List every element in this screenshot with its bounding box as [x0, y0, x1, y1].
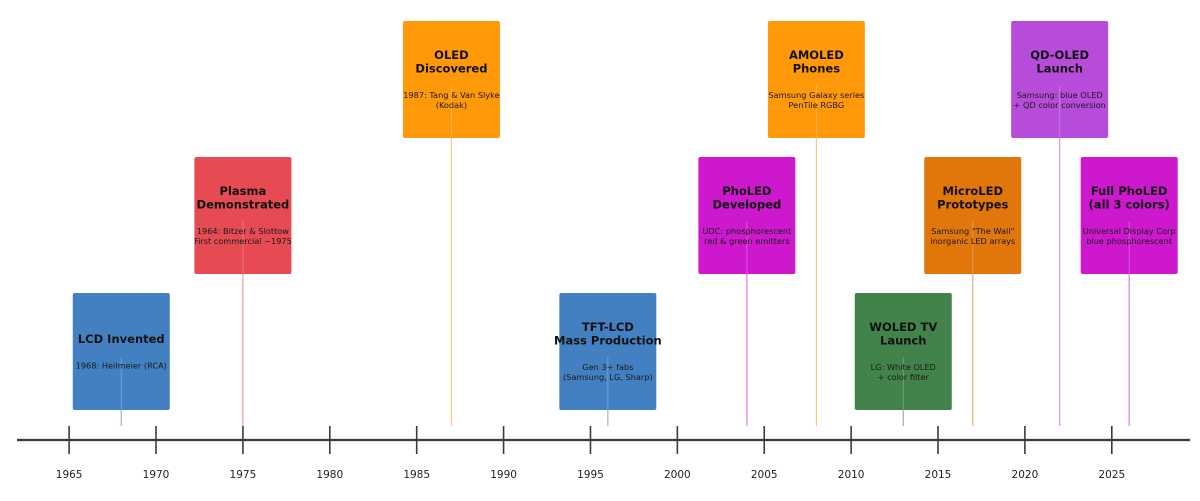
event-box	[698, 157, 796, 274]
event-title: Developed	[712, 198, 781, 212]
event-description: 1964: Bitzer & Slottow	[197, 226, 290, 236]
event-title: Phones	[793, 62, 841, 76]
event-box	[767, 21, 865, 138]
tick-label: 1970	[143, 469, 170, 481]
event-box	[1080, 157, 1178, 274]
event-title: Plasma	[220, 184, 267, 198]
tick-label: 1975	[230, 469, 257, 481]
event-title: Launch	[880, 334, 926, 348]
event-full-pholed: Full PhoLED(all 3 colors) Universal Displ…	[1080, 157, 1178, 274]
event-description: (Samsung, LG, Sharp)	[563, 372, 653, 382]
event-description: Samsung "The Wall"	[931, 226, 1014, 236]
tick-label: 1995	[577, 469, 604, 481]
event-description: PenTile RGBG	[789, 100, 845, 110]
tick-label: 1985	[403, 469, 430, 481]
event-title: LCD Invented	[78, 332, 165, 346]
event-title: MicroLED	[943, 184, 1004, 198]
event-description: red & green emitters	[704, 236, 790, 246]
event-title: Launch	[1036, 62, 1082, 76]
event-title: WOLED TV	[869, 320, 937, 334]
event-description: blue phosphorescent	[1086, 236, 1173, 246]
event-box	[402, 21, 500, 138]
event-title: Demonstrated	[197, 198, 290, 212]
event-description: + color filter	[878, 372, 930, 382]
event-title: Mass Production	[554, 334, 662, 348]
tick-label: 2015	[925, 469, 952, 481]
tick-label: 1990	[490, 469, 517, 481]
event-description: Universal Display Corp	[1083, 226, 1176, 236]
connector-lines	[120, 138, 1130, 426]
event-title: QD-OLED	[1030, 48, 1089, 62]
tick-label: 2010	[838, 469, 865, 481]
event-description: Samsung Galaxy series	[768, 90, 864, 100]
tick-label: 2000	[664, 469, 691, 481]
event-description: inorganic LED arrays	[930, 236, 1015, 246]
event-description: Samsung: blue OLED	[1017, 90, 1103, 100]
event-box	[559, 293, 657, 410]
event-title: (all 3 colors)	[1089, 198, 1170, 212]
event-description: First commercial ~1975	[194, 236, 292, 246]
event-title: PhoLED	[722, 184, 771, 198]
event-title: Discovered	[415, 62, 487, 76]
event-description: LG: White OLED	[871, 362, 936, 372]
event-lcd-invented: LCD Invented 1968: Heilmeier (RCA)	[72, 293, 170, 410]
event-title: Prototypes	[937, 198, 1008, 212]
event-box	[924, 157, 1022, 274]
event-description: UDC: phosphorescent	[702, 226, 792, 236]
event-box	[1011, 21, 1109, 138]
event-description: Gen 3+ fabs	[582, 362, 633, 372]
tick-label: 2025	[1098, 469, 1125, 481]
timeline-axis: 1965 1970 1975 1980 1985 1990 1995 2000 2005 2010…	[17, 426, 1190, 481]
event-title: AMOLED	[789, 48, 844, 62]
event-description: 1968: Heilmeier (RCA)	[76, 360, 167, 370]
event-box	[854, 293, 952, 410]
event-description: (Kodak)	[436, 100, 467, 110]
event-description: + QD color conversion	[1014, 100, 1106, 110]
event-title: OLED	[434, 48, 469, 62]
event-box	[194, 157, 292, 274]
event-title: TFT-LCD	[582, 320, 634, 334]
event-description: 1987: Tang & Van Slyke	[403, 90, 499, 100]
tick-label: 1980	[316, 469, 343, 481]
tick-label: 1965	[56, 469, 83, 481]
tick-label: 2005	[751, 469, 778, 481]
event-title: Full PhoLED	[1091, 184, 1168, 198]
event-box	[72, 293, 170, 410]
tick-label: 2020	[1012, 469, 1039, 481]
